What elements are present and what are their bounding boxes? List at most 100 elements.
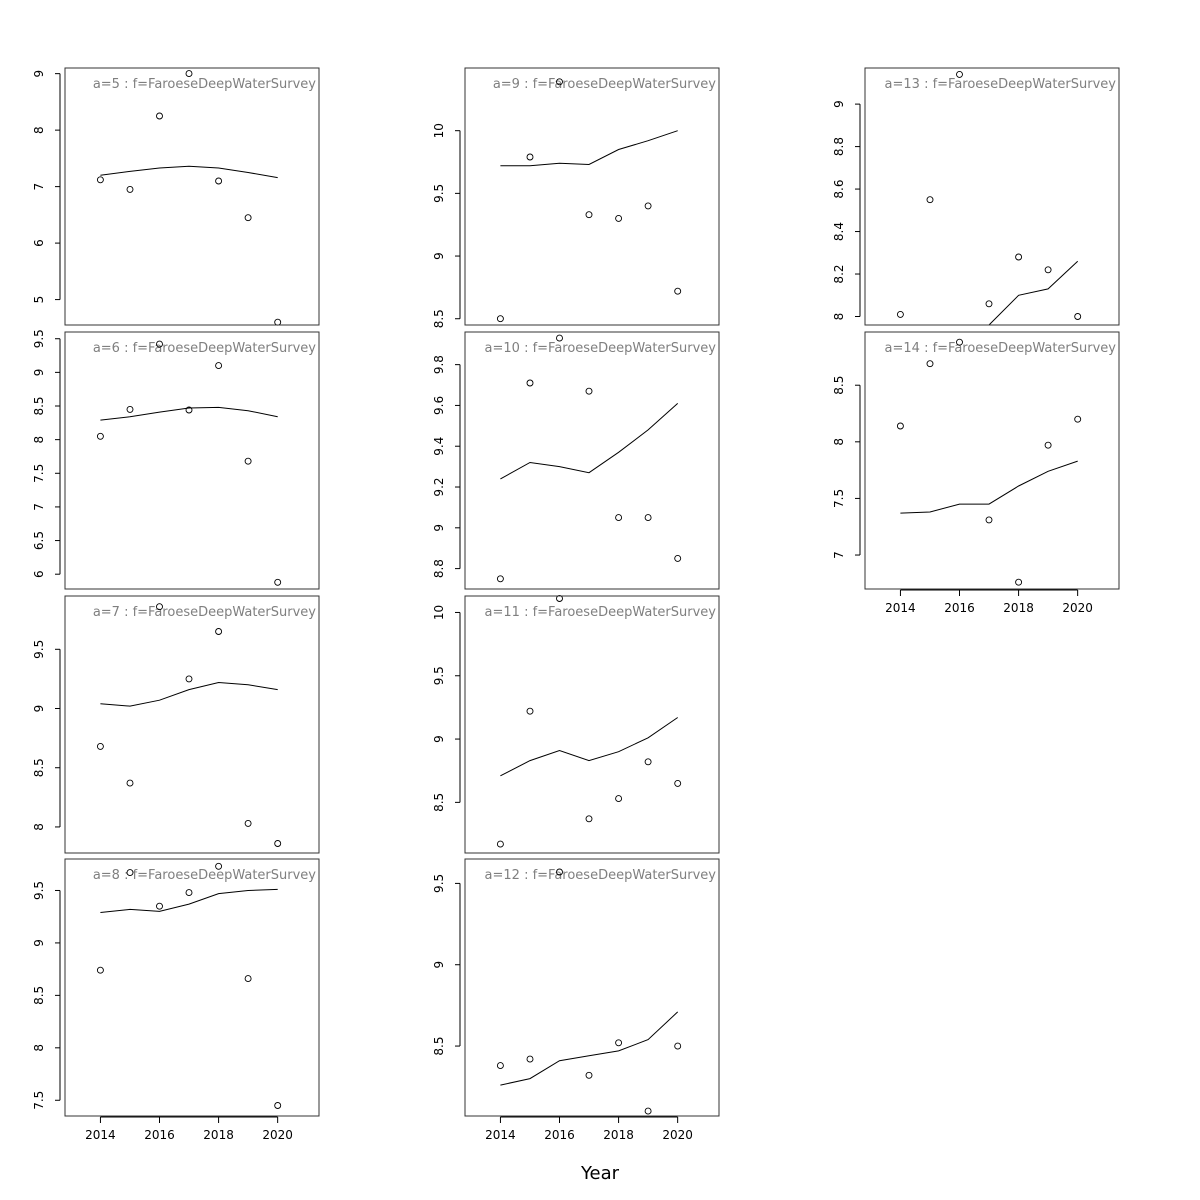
observed-point <box>674 1042 682 1050</box>
x-tick-label: 2014 <box>885 601 916 615</box>
y-tick-label: 9 <box>32 369 46 377</box>
y-tick-label: 8.5 <box>432 793 446 812</box>
observed-point <box>585 815 593 823</box>
panel-frame <box>864 67 1120 326</box>
observed-point <box>674 554 682 562</box>
panel-title: a=10 : f=FaroeseDeepWaterSurvey <box>485 341 717 356</box>
observed-point <box>496 575 504 583</box>
fitted-line <box>100 888 278 913</box>
x-tick-label: 2020 <box>1062 601 1093 615</box>
observed-point <box>96 176 104 184</box>
y-tick-label: 8 <box>832 438 846 446</box>
fitted-line <box>100 681 278 707</box>
y-tick-label: 10 <box>432 123 446 138</box>
observed-point <box>644 1107 652 1115</box>
y-tick-label: 8.5 <box>32 758 46 777</box>
observed-point <box>244 819 252 827</box>
y-tick-label: 8.5 <box>32 986 46 1005</box>
y-tick-label: 8 <box>32 126 46 134</box>
observed-point <box>156 603 163 611</box>
observed-point <box>1074 415 1082 423</box>
observed-point <box>926 196 934 204</box>
observed-point <box>585 211 593 219</box>
y-tick-label: 7 <box>32 503 46 511</box>
observed-point <box>644 514 652 522</box>
observed-point <box>556 78 563 86</box>
observed-point <box>185 675 193 683</box>
fitted-line <box>500 717 678 777</box>
observed-point <box>896 422 904 430</box>
observed-point <box>496 1062 504 1070</box>
y-tick-label: 6 <box>32 239 46 247</box>
observed-point <box>526 707 534 715</box>
observed-point <box>96 742 104 750</box>
y-tick-label: 9.2 <box>432 477 446 496</box>
observed-point <box>526 1055 534 1063</box>
observed-point <box>1074 313 1082 320</box>
y-tick-label: 9 <box>432 961 446 969</box>
observed-point <box>956 70 963 78</box>
y-tick-label: 8.4 <box>832 222 846 241</box>
observed-point <box>1015 578 1023 586</box>
observed-point <box>215 628 223 635</box>
observed-point <box>126 405 134 413</box>
observed-point <box>556 868 563 876</box>
x-axis-label: Year <box>580 1163 620 1184</box>
y-tick-label: 9 <box>432 524 446 532</box>
y-tick-label: 9.5 <box>432 666 446 685</box>
panel-frame <box>64 331 320 590</box>
y-tick-label: 8.8 <box>832 137 846 156</box>
panel-a14: a=14 : f=FaroeseDeepWaterSurvey 7 7.5 8 8.5 2… <box>832 331 1120 615</box>
observed-point <box>615 795 623 803</box>
y-tick-label: 9.5 <box>32 329 46 348</box>
x-tick-label: 2016 <box>144 1128 175 1142</box>
y-tick-label: 8 <box>32 436 46 444</box>
observed-point <box>244 214 252 222</box>
observed-point <box>956 338 963 346</box>
panel-frame <box>864 331 1120 590</box>
panel-title: a=8 : f=FaroeseDeepWaterSurvey <box>93 868 316 883</box>
observed-point <box>674 779 682 787</box>
observed-point <box>526 153 534 161</box>
observed-point <box>215 362 223 370</box>
y-tick-label: 9 <box>32 939 46 947</box>
observed-point <box>215 177 223 185</box>
observed-point <box>244 975 252 983</box>
observed-point <box>156 112 163 120</box>
x-tick-label: 2018 <box>1003 601 1034 615</box>
x-tick-label: 2018 <box>203 1128 234 1142</box>
observed-point <box>526 379 534 387</box>
y-tick-label: 8 <box>32 823 46 831</box>
fitted-line <box>500 403 679 480</box>
panel-a9: a=9 : f=FaroeseDeepWaterSurvey 8.5 9 9.5 10 <box>432 67 720 328</box>
panel-a10: a=10 : f=FaroeseDeepWaterSurvey 8.8 9 9.2 9.… <box>432 331 720 590</box>
fitted-line <box>500 130 678 167</box>
y-tick-label: 6 <box>32 570 46 578</box>
panel-frame <box>464 331 720 590</box>
observed-point <box>156 340 163 348</box>
panel-a5: a=5 : f=FaroeseDeepWaterSurvey 5 6 7 8 9 <box>32 67 320 326</box>
y-tick-label: 6.5 <box>32 531 46 550</box>
y-tick-label: 8 <box>32 1044 46 1052</box>
y-tick-label: 7 <box>832 551 846 559</box>
observed-point <box>215 862 223 870</box>
observed-point <box>156 902 163 910</box>
observed-point <box>644 202 652 210</box>
fitted-line <box>500 1011 679 1086</box>
y-tick-label: 5 <box>32 296 46 304</box>
y-tick-label: 7.5 <box>32 1091 46 1110</box>
panel-a7: a=7 : f=FaroeseDeepWaterSurvey 8 8.5 9 9.5 <box>32 595 320 854</box>
x-tick-label: 2014 <box>485 1128 516 1142</box>
y-tick-label: 9.8 <box>432 355 446 374</box>
y-tick-label: 9.5 <box>32 881 46 900</box>
panel-title: a=14 : f=FaroeseDeepWaterSurvey <box>885 341 1117 356</box>
y-tick-label: 8.5 <box>432 1037 446 1056</box>
observed-point <box>96 966 104 974</box>
observed-point <box>274 318 282 326</box>
observed-point <box>985 300 993 308</box>
panel-frame <box>464 858 720 1117</box>
observed-point <box>1015 253 1023 261</box>
y-tick-label: 8.2 <box>832 264 846 283</box>
observed-point <box>896 310 904 318</box>
y-tick-label: 8.6 <box>832 180 846 199</box>
